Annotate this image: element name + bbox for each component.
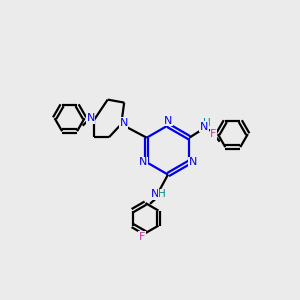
Text: N: N [139, 157, 147, 167]
Text: F: F [139, 232, 145, 242]
Text: H: H [203, 118, 211, 128]
Text: N: N [164, 116, 172, 126]
Text: N: N [189, 157, 197, 167]
Text: N: N [119, 118, 128, 128]
Text: H: H [158, 189, 166, 199]
Text: N: N [86, 113, 95, 124]
Text: N: N [151, 189, 159, 199]
Text: F: F [210, 129, 217, 139]
Text: N: N [200, 122, 208, 132]
